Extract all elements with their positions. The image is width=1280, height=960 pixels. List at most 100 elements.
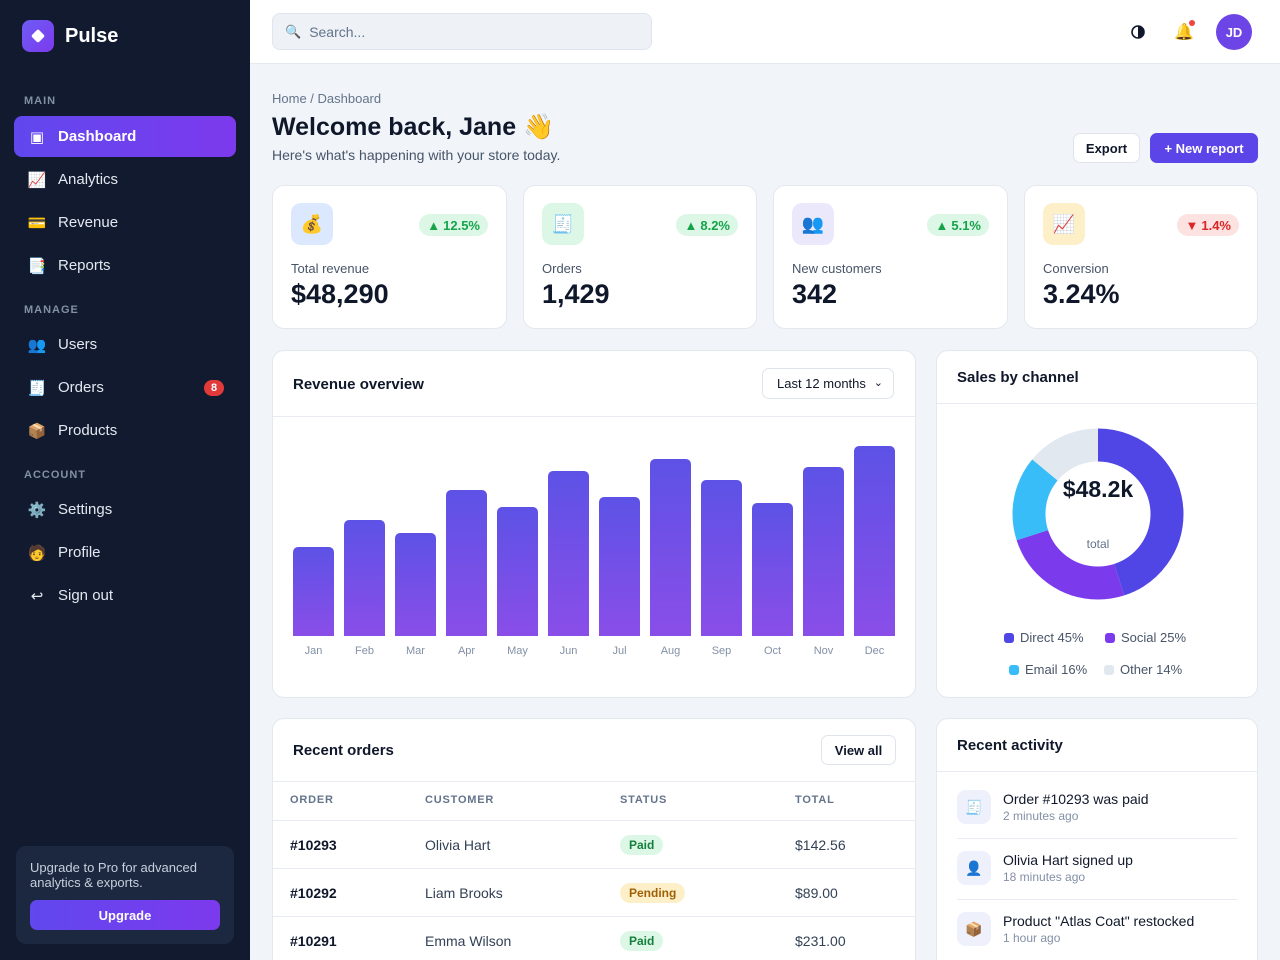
bar-dec[interactable] <box>854 446 895 636</box>
view-all-button[interactable]: View all <box>821 735 896 765</box>
order-id[interactable]: #10291 <box>290 933 337 949</box>
chevron-down-icon: ⌄ <box>873 377 883 389</box>
x-tick-label: Oct <box>763 645 782 657</box>
activity-time: 2 minutes ago <box>1003 809 1079 823</box>
stat-label: Conversion <box>1043 261 1109 276</box>
donut-slice-email[interactable] <box>1012 428 1184 600</box>
legend-item-social: Social 25% <box>1105 630 1186 645</box>
sidebar-item-reports[interactable]: 📑 Reports <box>14 245 236 286</box>
breadcrumb: Home / Dashboard <box>272 91 382 106</box>
sidebar-item-settings[interactable]: ⚙️ Settings <box>14 489 236 530</box>
sidebar-item-label: Profile <box>58 544 101 561</box>
bell-icon[interactable]: 🔔 <box>1174 20 1195 42</box>
search-box[interactable]: 🔍 <box>272 13 652 50</box>
arrow-up-icon: ▲ <box>684 217 698 233</box>
gear-icon: ⚙️ <box>27 501 47 519</box>
card-title: Recent orders <box>293 742 394 759</box>
export-button[interactable]: Export <box>1073 133 1140 163</box>
sidebar-item-label: Settings <box>58 501 113 518</box>
range-select[interactable]: Last 12 months ⌄ <box>762 368 894 399</box>
x-tick-label: Sep <box>711 645 732 657</box>
order-id[interactable]: #10293 <box>290 837 337 853</box>
upgrade-text: Upgrade to Pro for advanced analytics & … <box>30 860 197 890</box>
brand-name: Pulse <box>65 24 119 47</box>
sidebar-item-products[interactable]: 📦 Products <box>14 410 236 451</box>
bar-aug[interactable] <box>650 459 691 636</box>
bar-feb[interactable] <box>344 520 385 636</box>
bar-jul[interactable] <box>599 497 640 636</box>
search-icon: 🔍 <box>285 23 302 39</box>
bar-mar[interactable] <box>395 533 436 636</box>
sidebar-item-label: Revenue <box>58 214 119 231</box>
stat-value: 342 <box>792 279 838 309</box>
legend-label: Direct 45% <box>1020 630 1084 645</box>
sidebar-item-label: Dashboard <box>58 128 137 145</box>
customer-name: Emma Wilson <box>425 933 512 949</box>
donut-slice-social[interactable] <box>1012 428 1184 600</box>
bar-nov[interactable] <box>803 467 844 636</box>
order-total: $231.00 <box>795 933 846 949</box>
bar-apr[interactable] <box>446 490 487 636</box>
sidebar-item-dashboard[interactable]: ▣ Dashboard <box>14 116 236 157</box>
sidebar-item-sign-out[interactable]: ↩ Sign out <box>14 575 236 616</box>
theme-toggle-icon[interactable] <box>1128 22 1148 42</box>
section-label-main: MAIN <box>24 95 57 107</box>
sidebar-item-analytics[interactable]: 📈 Analytics <box>14 159 236 200</box>
bar-oct[interactable] <box>752 503 793 636</box>
x-tick-label: Nov <box>813 645 834 657</box>
card-title: Sales by channel <box>957 369 1079 386</box>
upgrade-card: Upgrade to Pro for advanced analytics & … <box>16 846 234 944</box>
range-select-value: Last 12 months <box>777 376 866 391</box>
legend-swatch <box>1004 632 1014 643</box>
bar-sep[interactable] <box>701 480 742 636</box>
page-title: Welcome back, Jane 👋 <box>272 113 555 141</box>
activity-title: Order #10293 was paid <box>1003 791 1149 807</box>
sidebar-item-revenue[interactable]: 💳 Revenue <box>14 202 236 243</box>
stat-change-value: 5.1% <box>951 217 981 233</box>
sales-by-channel-card: Sales by channel $48.2k total Direct 45%… <box>936 350 1258 698</box>
new-report-button[interactable]: + New report <box>1150 133 1258 163</box>
notification-dot <box>1189 20 1195 26</box>
legend-label: Other 14% <box>1120 662 1183 677</box>
x-tick-label: Mar <box>406 645 425 657</box>
bar-jan[interactable] <box>293 547 334 636</box>
search-input[interactable] <box>309 23 630 40</box>
activity-time: 18 minutes ago <box>1003 870 1086 884</box>
divider <box>273 416 915 417</box>
stat-value: 3.24% <box>1043 279 1120 309</box>
sidebar-item-label: Reports <box>58 257 111 274</box>
sidebar-item-label: Analytics <box>58 171 119 188</box>
x-tick-label: Feb <box>355 645 374 657</box>
divider <box>957 838 1237 839</box>
stat-change-badge: ▼ 1.4% <box>1177 214 1239 236</box>
status-badge: Pending <box>620 883 686 903</box>
stat-card-customers: 👥 ▲ 5.1% New customers 342 <box>773 185 1008 329</box>
bar-may[interactable] <box>497 507 538 636</box>
donut-total: $48.2k <box>1062 476 1134 502</box>
stat-label: Total revenue <box>291 261 370 276</box>
brand[interactable]: Pulse <box>22 20 118 52</box>
donut-total-label: total <box>1086 537 1110 551</box>
legend-swatch <box>1104 664 1114 675</box>
sidebar-item-users[interactable]: 👥 Users <box>14 324 236 365</box>
x-tick-label: Jun <box>559 645 578 657</box>
column-header-order: ORDER <box>290 794 334 806</box>
x-tick-label: Dec <box>864 645 885 657</box>
section-label-manage: MANAGE <box>24 304 79 316</box>
bar-jun[interactable] <box>548 471 589 636</box>
person-icon: 🧑 <box>27 544 47 562</box>
sidebar-item-orders[interactable]: 🧾 Orders 8 <box>14 367 236 408</box>
upgrade-button[interactable]: Upgrade <box>30 900 220 930</box>
legend-swatch <box>1105 632 1115 643</box>
x-tick-label: Jul <box>612 645 627 657</box>
donut-slice-other[interactable] <box>1012 428 1184 600</box>
money-bag-icon: 💰 <box>291 203 333 245</box>
order-id[interactable]: #10292 <box>290 885 337 901</box>
avatar[interactable]: JD <box>1216 14 1252 50</box>
person-icon: 👤 <box>957 851 991 885</box>
page-subtitle: Here's what's happening with your store … <box>272 147 561 163</box>
chart-icon: 📈 <box>27 171 47 189</box>
sidebar-item-profile[interactable]: 🧑 Profile <box>14 532 236 573</box>
card-title: Recent activity <box>957 737 1063 754</box>
column-header-status: STATUS <box>620 794 668 806</box>
